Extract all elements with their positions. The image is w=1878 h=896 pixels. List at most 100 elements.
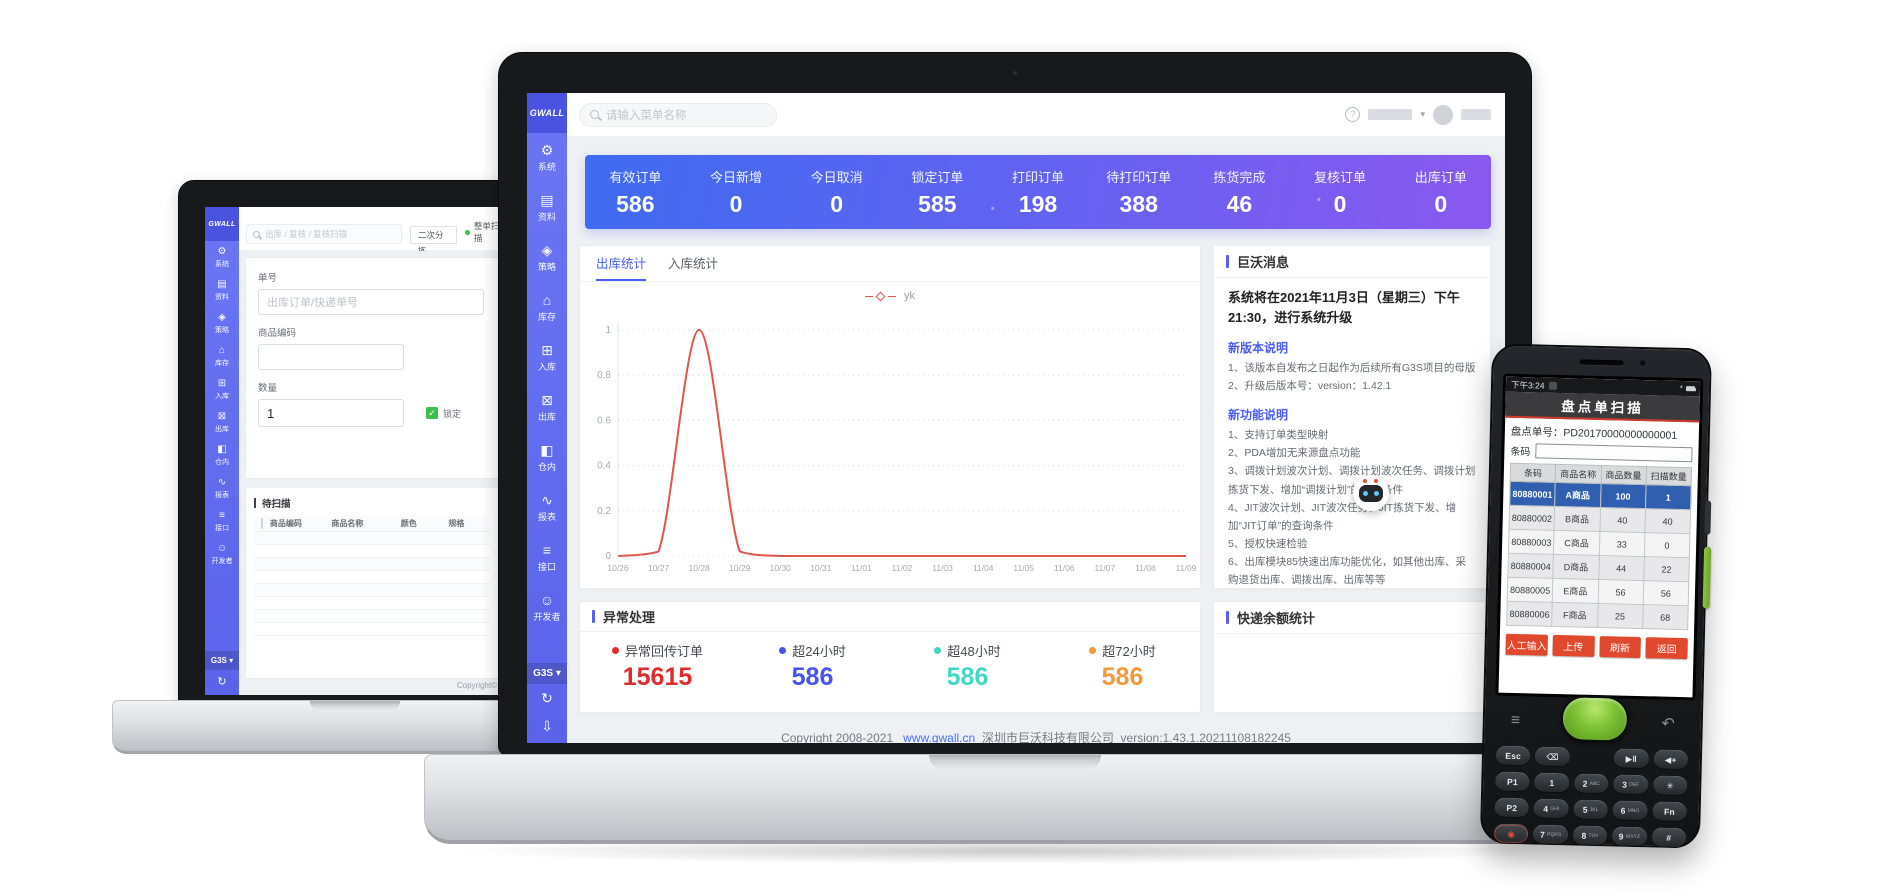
key-main-label: 5	[1582, 804, 1588, 815]
qty-input[interactable]: 1	[258, 399, 404, 427]
pending-col-2: 颜色	[400, 519, 417, 528]
sidebar-item-0[interactable]: ⚙ 系统	[212, 241, 233, 274]
stat-cell-7: 复核订单 0	[1290, 167, 1391, 218]
environment-selector[interactable]: G3S ▾	[527, 663, 567, 684]
sidebar-item-6[interactable]: ◧ 仓内	[533, 433, 560, 483]
key-6[interactable]: 6 MNO	[1612, 800, 1648, 822]
exception-card: 异常处理 异常回传订单 15615 超24小时 586 超48小时 586 超72小时 586	[579, 601, 1201, 713]
sidebar-label-6: 仓内	[215, 458, 229, 466]
key-3[interactable]: 3 DEF	[1613, 774, 1649, 796]
pda-button-2[interactable]: 刷新	[1598, 636, 1642, 659]
key-⌫[interactable]: ⌫	[1535, 746, 1570, 768]
chevron-down-icon[interactable]: ▾	[1420, 109, 1425, 119]
whole-scan-toggle[interactable]: 整单扫描	[465, 220, 505, 244]
key-Esc[interactable]: Esc	[1495, 745, 1531, 767]
tab-inbound-stats[interactable]: 入库统计	[668, 257, 719, 271]
key-▶‖[interactable]: ▶‖	[1613, 748, 1649, 770]
key-✳[interactable]: ✳	[1652, 775, 1688, 797]
tab-outbound-stats[interactable]: 出库统计	[596, 246, 647, 281]
key-◉[interactable]: ◉	[1493, 823, 1529, 845]
menu-icon[interactable]: ≡	[1510, 711, 1521, 730]
lock-checkbox[interactable]: ✓ 锁定	[426, 407, 461, 420]
sidebar-item-5[interactable]: ⊠ 出库	[212, 406, 233, 439]
sidebar-item-9[interactable]: ☺ 开发者	[212, 538, 233, 571]
environment-selector[interactable]: G3S ▾	[205, 651, 239, 670]
pda-table-row[interactable]: 80880006 F商品 25 68	[1506, 601, 1689, 630]
scan-button[interactable]	[1560, 695, 1630, 743]
sidebar-item-9[interactable]: ☺ 开发者	[533, 583, 560, 633]
key-sub-label: TUV	[1588, 832, 1599, 839]
key-8[interactable]: 8 TUV	[1572, 825, 1608, 847]
sidebar-item-4[interactable]: ⊞ 入库	[533, 333, 560, 383]
key-Fn[interactable]: Fn	[1651, 801, 1687, 823]
secondary-sort-button[interactable]: 二次分拣	[409, 226, 458, 256]
assistant-robot-icon[interactable]	[1353, 475, 1389, 511]
sidebar-icon-6: ◧	[217, 443, 227, 455]
sidebar-item-0[interactable]: ⚙ 系统	[533, 133, 560, 183]
juwo-message-card: 巨沃消息 系统将在2021年11月3日（星期三）下午21:30，进行系统升级 新…	[1213, 245, 1491, 589]
refresh-icon[interactable]: ↻	[217, 676, 227, 688]
sidebar-item-5[interactable]: ⊠ 出库	[533, 383, 560, 433]
exception-cell-3: 超72小时 586	[1045, 641, 1200, 692]
pda-button-1[interactable]: 上传	[1552, 634, 1595, 657]
key-9[interactable]: 9 WXYZ	[1611, 826, 1647, 848]
key-main-label: 7	[1539, 829, 1546, 840]
speaker-icon	[1579, 359, 1624, 366]
stat-label: 拣货完成	[1213, 169, 1266, 185]
help-icon[interactable]: ?	[1345, 107, 1361, 122]
sidebar-item-3[interactable]: ⌂ 库存	[533, 283, 560, 333]
sidebar-label-4: 入库	[537, 362, 556, 372]
sidebar-item-8[interactable]: ≡ 接口	[212, 505, 233, 538]
key-main-label: 1	[1549, 777, 1555, 788]
back-icon[interactable]: ↶	[1661, 715, 1675, 733]
stat-cell-0: 有效订单 586	[585, 167, 686, 218]
stat-cell-1: 今日新增 0	[686, 167, 787, 218]
sidebar-item-6[interactable]: ◧ 仓内	[212, 439, 233, 472]
sidebar-item-7[interactable]: ∿ 报表	[533, 483, 560, 533]
left-search-input[interactable]: 出库 / 复核 / 复核扫描	[246, 224, 402, 244]
barcode-input[interactable]	[1535, 443, 1693, 463]
order-no-input[interactable]: 出库订单/快递单号	[258, 289, 484, 315]
sidebar-item-2[interactable]: ◈ 策略	[533, 233, 560, 283]
checkbox-icon	[260, 518, 263, 529]
key-P2[interactable]: P2	[1494, 797, 1530, 819]
empty-table-row	[254, 623, 490, 636]
side-scan-trigger-button[interactable]	[1702, 546, 1712, 609]
key-7[interactable]: 7 PQRS	[1533, 824, 1569, 846]
sidebar-item-8[interactable]: ≡ 接口	[533, 533, 560, 583]
pda-table-cell: 25	[1597, 603, 1643, 629]
sidebar-item-3[interactable]: ⌂ 库存	[212, 340, 233, 373]
sidebar-item-4[interactable]: ⊞ 入库	[212, 373, 233, 406]
key-main-label: ◉	[1507, 828, 1516, 839]
refresh-icon[interactable]: ↻	[541, 690, 553, 706]
key-P1[interactable]: P1	[1495, 771, 1530, 793]
download-icon[interactable]: ⇩	[541, 718, 553, 734]
sidebar-item-7[interactable]: ∿ 报表	[212, 472, 233, 505]
key-sub-label: GHI	[1550, 805, 1560, 812]
side-volume-button[interactable]	[1704, 500, 1712, 535]
key-5[interactable]: 5 JKL	[1573, 799, 1609, 821]
menu-search-input[interactable]: 请输入菜单名称	[579, 102, 777, 127]
user-name-redacted[interactable]	[1368, 109, 1413, 120]
pda-button-3[interactable]: 返回	[1645, 637, 1688, 660]
sku-code-input[interactable]	[258, 344, 404, 370]
sidebar-item-1[interactable]: ▤ 资料	[212, 274, 233, 307]
chart-legend[interactable]: yk	[580, 290, 1200, 302]
sidebar-icon-4: ⊞	[541, 342, 553, 358]
sidebar-item-1[interactable]: ▤ 资料	[533, 183, 560, 233]
gwall-link[interactable]: www.gwall.cn	[903, 731, 976, 743]
key-2[interactable]: 2 ABC	[1573, 773, 1609, 795]
sidebar-item-2[interactable]: ◈ 策略	[212, 307, 233, 340]
pda-button-0[interactable]: 人工输入	[1505, 633, 1548, 656]
key-main-label: 2	[1582, 778, 1588, 789]
key-#[interactable]: #	[1651, 827, 1687, 849]
empty-table-row	[254, 571, 490, 584]
key-main-label: 4	[1543, 803, 1549, 814]
chevron-down-icon: ▾	[229, 656, 234, 665]
key-4[interactable]: 4 GHI	[1533, 798, 1569, 820]
user-avatar[interactable]	[1433, 104, 1453, 125]
header-checkbox[interactable]	[254, 518, 270, 529]
key-◀+[interactable]: ◀+	[1653, 749, 1689, 771]
sidebar-icon-8: ≡	[219, 509, 225, 521]
key-1[interactable]: 1	[1534, 772, 1570, 794]
